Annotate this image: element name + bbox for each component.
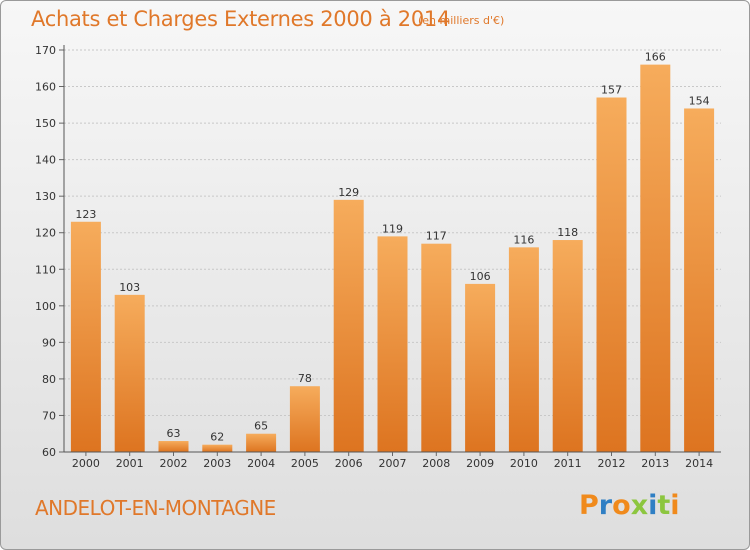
data-label: 119 [382, 222, 403, 235]
bar [114, 294, 145, 452]
y-tick-label: 110 [35, 263, 56, 276]
y-tick-label: 120 [35, 227, 56, 240]
data-label: 166 [645, 51, 666, 64]
x-tick-label: 2002 [160, 457, 188, 470]
x-tick-label: 2014 [685, 457, 713, 470]
bar [377, 236, 408, 452]
x-tick-label: 2004 [247, 457, 275, 470]
x-tick-label: 2009 [466, 457, 494, 470]
bar [421, 243, 452, 452]
axes [59, 45, 721, 456]
logo-letter: t [657, 490, 671, 521]
x-tick-label: 2006 [335, 457, 363, 470]
bar [246, 433, 277, 452]
x-tick-label: 2008 [422, 457, 450, 470]
bar [640, 64, 671, 453]
bar [289, 386, 320, 452]
data-label: 63 [167, 427, 181, 440]
data-label: 65 [254, 420, 268, 433]
y-tick-label: 60 [42, 446, 56, 459]
bar [552, 240, 583, 452]
x-tick-label: 2005 [291, 457, 319, 470]
location-name: ANDELOT-EN-MONTAGNE [35, 496, 276, 520]
bar [70, 221, 101, 452]
logo-letter: i [670, 490, 680, 521]
logo-letter: x [630, 490, 649, 521]
bar [202, 444, 233, 452]
x-tick-label: 2012 [598, 457, 626, 470]
data-label: 116 [513, 233, 534, 246]
y-tick-label: 140 [35, 154, 56, 167]
data-label: 154 [689, 94, 710, 107]
y-tick-label: 100 [35, 300, 56, 313]
bar [465, 283, 496, 452]
x-tick-label: 2000 [72, 457, 100, 470]
chart-subtitle: (en milliers d'€) [418, 14, 505, 27]
y-tick-label: 170 [35, 44, 56, 57]
y-tick-label: 160 [35, 81, 56, 94]
y-tick-label: 150 [35, 117, 56, 130]
bars [70, 64, 715, 453]
data-label: 123 [75, 208, 96, 221]
logo-letter: P [579, 490, 599, 521]
x-tick-label: 2001 [116, 457, 144, 470]
data-label: 129 [338, 186, 359, 199]
data-label: 117 [426, 230, 447, 243]
data-label: 118 [557, 226, 578, 239]
bar [508, 247, 539, 452]
x-tick-label: 2007 [379, 457, 407, 470]
data-label: 78 [298, 372, 312, 385]
data-label: 106 [470, 270, 491, 283]
x-tick-label: 2011 [554, 457, 582, 470]
y-tick-label: 80 [42, 373, 56, 386]
bar [158, 441, 189, 452]
y-tick-label: 70 [42, 409, 56, 422]
labels: 60 70 80 90 100 110 120 130 140 150 160 170 123 2000 1… [35, 44, 713, 470]
x-tick-label: 2013 [641, 457, 669, 470]
y-tick-label: 130 [35, 190, 56, 203]
x-tick-label: 2003 [203, 457, 231, 470]
logo-letter: r [598, 490, 613, 521]
logo-letter: o [612, 490, 631, 521]
proxiti-logo: Proxiti [579, 490, 680, 521]
bar [596, 97, 627, 452]
data-label: 157 [601, 84, 622, 97]
y-tick-label: 90 [42, 336, 56, 349]
bar [333, 199, 364, 452]
chart-title: Achats et Charges Externes 2000 à 2014 [31, 7, 451, 31]
bar [684, 108, 715, 453]
logo-letter: i [648, 490, 658, 521]
data-label: 62 [210, 431, 224, 444]
data-label: 103 [119, 281, 140, 294]
x-tick-label: 2010 [510, 457, 538, 470]
